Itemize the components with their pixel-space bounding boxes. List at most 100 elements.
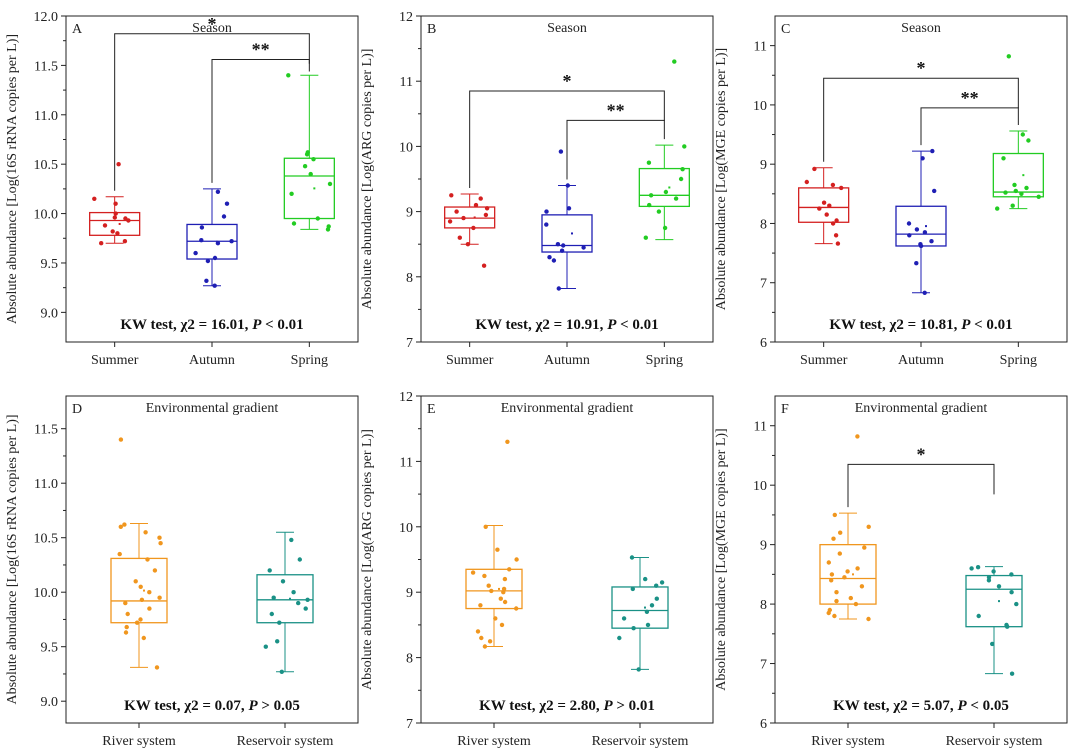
x-tick-label: Autumn bbox=[189, 353, 235, 368]
y-tick-label: 8 bbox=[760, 598, 767, 613]
data-point bbox=[866, 616, 871, 622]
y-axis-label: Absolute abundance [Log(MGE copies per L… bbox=[714, 428, 729, 690]
data-point bbox=[918, 242, 923, 247]
box-iqr bbox=[611, 586, 669, 629]
box-mean bbox=[668, 186, 671, 189]
data-point bbox=[1012, 182, 1017, 188]
bracket-line bbox=[566, 119, 665, 180]
data-point bbox=[682, 144, 687, 149]
data-point bbox=[275, 639, 280, 644]
data-point bbox=[482, 644, 488, 649]
data-point bbox=[465, 242, 471, 247]
data-point bbox=[507, 567, 512, 572]
box-mean bbox=[644, 606, 646, 609]
box-autumn bbox=[895, 148, 947, 295]
data-point bbox=[654, 596, 659, 601]
data-point bbox=[659, 580, 665, 585]
data-point bbox=[644, 609, 650, 614]
box-mean bbox=[925, 225, 927, 228]
data-point bbox=[289, 537, 294, 543]
x-tick-label: Summer bbox=[446, 353, 494, 368]
data-point bbox=[502, 599, 508, 605]
data-point bbox=[483, 524, 488, 529]
y-tick-label: 11 bbox=[400, 455, 413, 470]
data-point bbox=[1020, 132, 1025, 137]
y-tick-label: 10 bbox=[753, 479, 767, 494]
data-point bbox=[204, 278, 209, 283]
significance-bracket: * bbox=[823, 58, 1019, 162]
box-summer bbox=[798, 166, 850, 246]
kw-prefix: KW test, χ2 = 10.91, bbox=[475, 317, 607, 333]
data-point bbox=[838, 530, 843, 535]
data-point bbox=[922, 290, 927, 295]
data-point bbox=[922, 230, 928, 235]
kw-prefix: KW test, χ2 = 10.81, bbox=[829, 317, 961, 333]
data-point bbox=[475, 629, 481, 634]
data-point bbox=[1003, 190, 1008, 195]
data-point bbox=[514, 606, 519, 611]
data-point bbox=[147, 606, 152, 611]
data-point bbox=[138, 584, 143, 589]
data-point bbox=[484, 206, 490, 211]
data-point bbox=[559, 248, 565, 253]
data-point bbox=[199, 225, 205, 230]
data-point bbox=[124, 624, 129, 630]
y-tick-label: 10 bbox=[753, 99, 767, 114]
box-mean bbox=[498, 587, 500, 590]
y-tick-label: 10.0 bbox=[34, 208, 59, 223]
panel-C: 6 7 8 9 10 11 Absolute abundance [Log(MGE copi… bbox=[714, 15, 1068, 368]
data-point bbox=[831, 536, 836, 541]
kw-suffix: > 0.05 bbox=[258, 698, 300, 714]
data-point bbox=[932, 188, 937, 194]
y-axis-label: Absolute abundance [Log(ARG copies per L… bbox=[360, 49, 375, 310]
significance-label: * bbox=[208, 14, 217, 34]
box-spring bbox=[283, 73, 335, 232]
box-reservoir-system bbox=[611, 555, 669, 672]
panel-title: Environmental gradient bbox=[855, 401, 988, 416]
y-tick-label: 8 bbox=[406, 271, 413, 286]
data-point bbox=[862, 545, 867, 550]
data-point bbox=[673, 196, 679, 201]
data-point bbox=[914, 227, 920, 232]
y-tick-label: 6 bbox=[760, 336, 767, 351]
y-tick-label: 9 bbox=[760, 539, 767, 554]
data-point bbox=[837, 551, 842, 556]
data-point bbox=[969, 566, 974, 571]
panel-letter: A bbox=[72, 22, 83, 37]
box-iqr bbox=[465, 568, 523, 610]
y-axis-label: Absolute abundance [Log(MGE copies per L… bbox=[714, 48, 729, 310]
plot-frame bbox=[774, 395, 1068, 724]
data-point bbox=[505, 439, 510, 444]
plot-frame bbox=[420, 395, 714, 724]
data-point bbox=[821, 200, 827, 205]
box-mean bbox=[473, 216, 476, 219]
x-tick-label: Spring bbox=[1000, 353, 1037, 368]
y-tick-label: 12 bbox=[399, 10, 413, 25]
panel-title: Environmental gradient bbox=[146, 401, 279, 416]
data-point bbox=[478, 603, 483, 608]
box-iqr bbox=[992, 152, 1044, 198]
data-point bbox=[133, 579, 138, 584]
x-tick-label: Autumn bbox=[898, 353, 944, 368]
significance-bracket: * bbox=[847, 444, 995, 508]
significance-bracket: ** bbox=[211, 39, 310, 183]
data-point bbox=[99, 241, 104, 246]
data-point bbox=[305, 597, 310, 602]
data-point bbox=[1009, 590, 1014, 595]
data-point bbox=[267, 568, 272, 573]
data-point bbox=[812, 166, 817, 172]
box-mean bbox=[571, 232, 573, 235]
significance-bracket: * bbox=[469, 71, 665, 188]
y-tick-label: 9 bbox=[406, 206, 413, 221]
data-point bbox=[212, 255, 218, 261]
data-point bbox=[215, 189, 221, 194]
data-point bbox=[629, 555, 635, 560]
data-point bbox=[327, 181, 333, 187]
data-point bbox=[229, 239, 234, 244]
y-tick-label: 7 bbox=[760, 277, 767, 292]
data-point bbox=[996, 584, 1002, 589]
bracket-line bbox=[847, 463, 995, 508]
data-point bbox=[558, 149, 564, 154]
x-tick-label: Reservoir system bbox=[592, 734, 689, 749]
